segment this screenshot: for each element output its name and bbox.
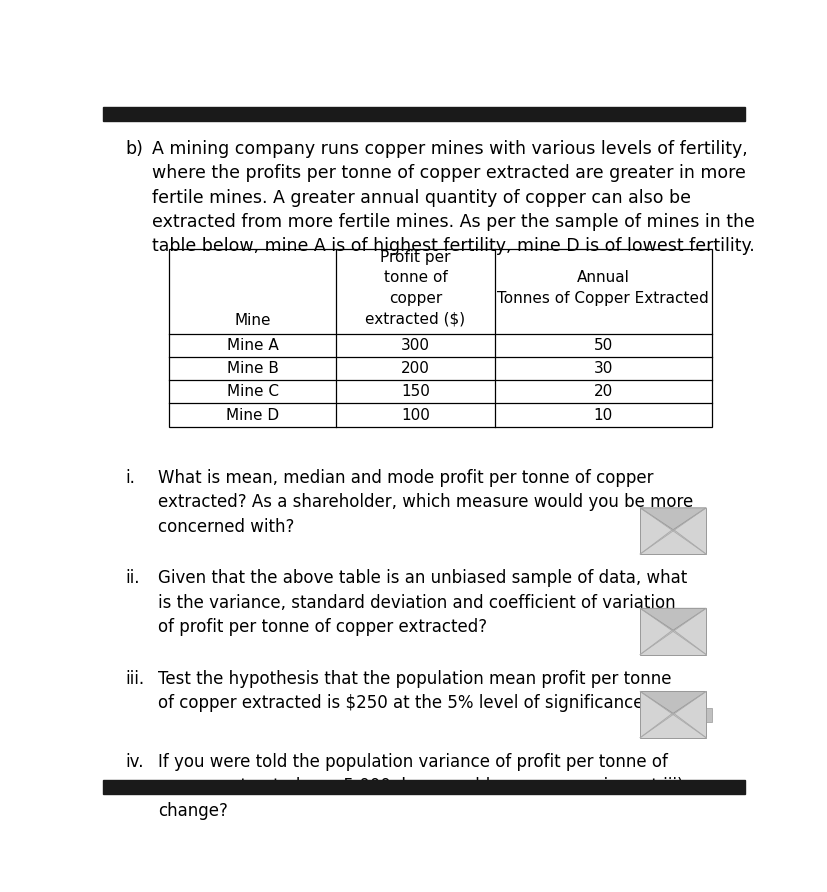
Bar bbox=[639, 691, 705, 738]
Text: 30: 30 bbox=[593, 361, 612, 376]
Bar bbox=[170, 250, 711, 426]
Text: 50: 50 bbox=[593, 338, 612, 353]
Text: What is mean, median and mode profit per tonne of copper
extracted? As a shareho: What is mean, median and mode profit per… bbox=[158, 469, 692, 535]
Text: i.: i. bbox=[125, 469, 135, 487]
Text: iii.: iii. bbox=[125, 670, 144, 688]
Text: Mine: Mine bbox=[234, 313, 270, 328]
Text: If you were told the population variance of profit per tonne of
copper extracted: If you were told the population variance… bbox=[158, 753, 682, 820]
Polygon shape bbox=[639, 608, 705, 631]
Text: 20: 20 bbox=[593, 384, 612, 400]
Bar bbox=[639, 608, 705, 655]
Polygon shape bbox=[639, 691, 705, 714]
Text: ii.: ii. bbox=[125, 569, 140, 588]
Text: 150: 150 bbox=[400, 384, 429, 400]
Text: Mine A: Mine A bbox=[227, 338, 278, 353]
Text: 10: 10 bbox=[593, 408, 612, 423]
Bar bbox=[103, 107, 744, 121]
Bar bbox=[705, 708, 711, 723]
Text: Mine B: Mine B bbox=[227, 361, 279, 376]
Polygon shape bbox=[639, 508, 705, 530]
Bar bbox=[639, 508, 705, 554]
Text: 100: 100 bbox=[400, 408, 429, 423]
Text: b): b) bbox=[125, 140, 143, 158]
Text: 300: 300 bbox=[400, 338, 429, 353]
Text: Mine D: Mine D bbox=[226, 408, 279, 423]
Text: Test the hypothesis that the population mean profit per tonne
of copper extracte: Test the hypothesis that the population … bbox=[158, 670, 671, 712]
Text: Annual
Tonnes of Copper Extracted: Annual Tonnes of Copper Extracted bbox=[497, 270, 709, 306]
Text: 200: 200 bbox=[400, 361, 429, 376]
Text: Profit per
tonne of
copper
extracted ($): Profit per tonne of copper extracted ($) bbox=[365, 250, 465, 326]
Bar bbox=[103, 780, 744, 794]
Text: A mining company runs copper mines with various levels of fertility,
where the p: A mining company runs copper mines with … bbox=[151, 140, 753, 255]
Text: Given that the above table is an unbiased sample of data, what
is the variance, : Given that the above table is an unbiase… bbox=[158, 569, 686, 636]
Text: iv.: iv. bbox=[125, 753, 144, 771]
Text: Mine C: Mine C bbox=[227, 384, 279, 400]
